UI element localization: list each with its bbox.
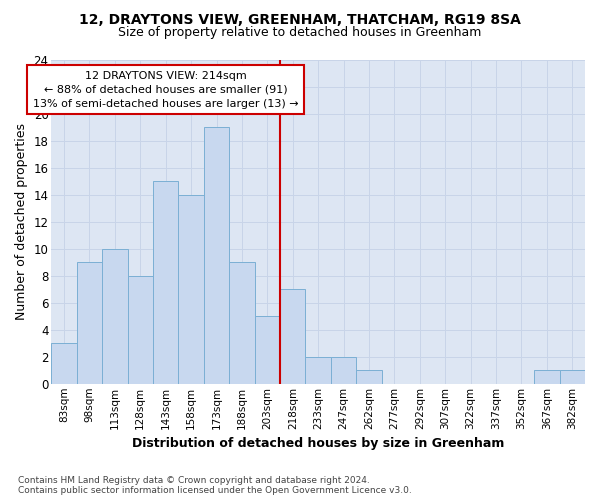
Text: Size of property relative to detached houses in Greenham: Size of property relative to detached ho… (118, 26, 482, 39)
Bar (153, 182, 178, 384)
Bar (178, 195, 204, 384)
Bar (77, 262, 102, 384)
Bar (280, 290, 305, 384)
X-axis label: Distribution of detached houses by size in Greenham: Distribution of detached houses by size … (132, 437, 505, 450)
Text: 12, DRAYTONS VIEW, GREENHAM, THATCHAM, RG19 8SA: 12, DRAYTONS VIEW, GREENHAM, THATCHAM, R… (79, 12, 521, 26)
Bar (128, 276, 153, 384)
Bar (204, 128, 229, 384)
Bar (534, 370, 560, 384)
Bar (560, 370, 585, 384)
Bar (52, 344, 77, 384)
Bar (254, 316, 280, 384)
Text: Contains HM Land Registry data © Crown copyright and database right 2024.
Contai: Contains HM Land Registry data © Crown c… (18, 476, 412, 495)
Y-axis label: Number of detached properties: Number of detached properties (15, 124, 28, 320)
Text: 12 DRAYTONS VIEW: 214sqm
← 88% of detached houses are smaller (91)
13% of semi-d: 12 DRAYTONS VIEW: 214sqm ← 88% of detach… (33, 71, 299, 109)
Bar (331, 357, 356, 384)
Bar (305, 357, 331, 384)
Bar (229, 262, 254, 384)
Bar (102, 249, 128, 384)
Bar (356, 370, 382, 384)
